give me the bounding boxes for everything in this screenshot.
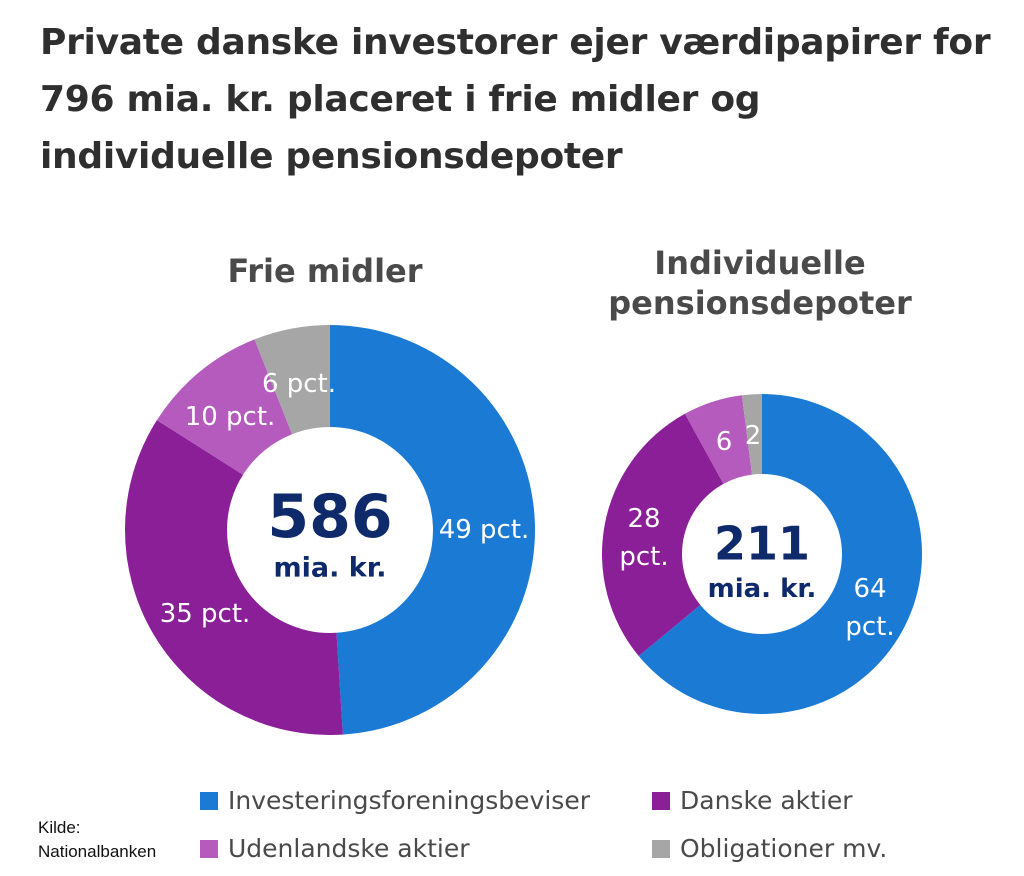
legend: Investeringsforeningsbeviser Danske akti… [200, 786, 960, 870]
legend-swatch [200, 791, 218, 810]
slice-label-obligationer-mv: 2 [745, 421, 762, 451]
legend-label: Udenlandske aktier [228, 834, 470, 863]
slice-label-investeringsforeningsbeviser: 64 pct. [845, 574, 894, 642]
legend-swatch [652, 791, 670, 810]
slice-label-udenlandske-aktier: 6 [716, 427, 733, 457]
slice-label-obligationer-mv: 6 pct. [262, 369, 336, 399]
legend-item-obligationer: Obligationer mv. [652, 834, 887, 863]
slice-investeringsforeningsbeviser [638, 394, 923, 715]
slice-obligationer-mv [254, 325, 330, 435]
chart-title-frie-midler: Frie midler [227, 252, 423, 290]
slice-investeringsforeningsbeviser [330, 325, 535, 735]
page-title: Private danske investorer ejer værdipapi… [40, 22, 991, 177]
center-total-unit: mia. kr. [708, 574, 817, 604]
slice-label-udenlandske-aktier: 10 pct. [185, 402, 276, 432]
legend-label: Investeringsforeningsbeviser [228, 786, 590, 815]
center-total-unit: mia. kr. [274, 552, 387, 583]
legend-swatch [652, 839, 670, 858]
slice-label-danske-aktier: 35 pct. [160, 599, 251, 629]
legend-item-danske-aktier: Danske aktier [652, 786, 853, 815]
source-label: Kilde: [38, 818, 81, 837]
center-total-value: 586 [267, 482, 392, 552]
legend-item-investeringsforeningsbeviser: Investeringsforeningsbeviser [200, 786, 590, 815]
slice-danske-aktier [602, 413, 724, 656]
legend-item-udenlandske-aktier: Udenlandske aktier [200, 834, 470, 863]
slice-danske-aktier [125, 420, 343, 735]
slice-udenlandske-aktier [684, 395, 752, 484]
legend-swatch [200, 839, 218, 858]
legend-label: Danske aktier [680, 786, 853, 815]
slice-obligationer-mv [741, 394, 762, 475]
chart-title-pensionsdepoter: Individuelle pensionsdepoter [608, 244, 912, 322]
source-name: Nationalbanken [38, 842, 157, 861]
slice-label-danske-aktier: 28 pct. [619, 504, 668, 572]
legend-label: Obligationer mv. [680, 834, 888, 863]
source-note: Kilde: Nationalbanken [38, 816, 156, 864]
center-total-value: 211 [714, 517, 810, 571]
slice-label-investeringsforeningsbeviser: 49 pct. [439, 515, 530, 545]
slice-udenlandske-aktier [156, 339, 293, 475]
